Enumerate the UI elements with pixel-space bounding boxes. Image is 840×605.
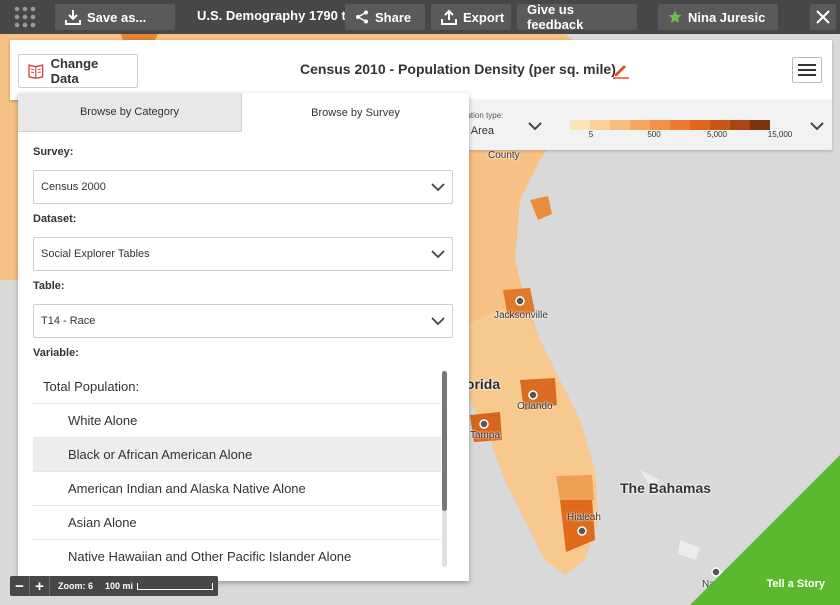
zoom-out-button[interactable]: − <box>10 576 30 596</box>
app-title: U.S. Demography 1790 to <box>197 8 354 23</box>
chevron-down-icon <box>431 183 445 192</box>
survey-label: Survey: <box>33 146 74 158</box>
variable-list: Total Population: White Alone Black or A… <box>33 370 453 570</box>
table-label: Table: <box>33 280 65 292</box>
apps-grid-icon[interactable] <box>14 6 36 33</box>
change-data-button[interactable]: Change Data <box>18 54 138 88</box>
legend-swatch <box>750 120 770 130</box>
chevron-down-icon <box>431 317 445 326</box>
menu-icon-line <box>798 64 816 66</box>
user-menu-button[interactable]: Nina Juresic <box>658 4 778 30</box>
chevron-down-icon <box>431 250 445 259</box>
dataset-select[interactable]: Social Explorer Tables <box>33 237 453 271</box>
download-icon <box>65 10 81 25</box>
scale-label: 100 mi <box>105 581 134 591</box>
feedback-button[interactable]: Give us feedback <box>517 2 637 32</box>
legend-swatch <box>570 120 590 130</box>
legend-bar: ualization type: ded Area 5 500 5,000 15… <box>440 100 832 150</box>
panel-tabs: Browse by Category Browse by Survey <box>18 93 469 133</box>
menu-icon-line <box>798 74 816 76</box>
tell-a-story-label: Tell a Story <box>766 578 825 590</box>
user-name: Nina Juresic <box>688 9 766 25</box>
legend-swatch <box>590 120 610 130</box>
map-label-jacksonville: Jacksonville <box>494 310 548 321</box>
save-as-button[interactable]: Save as... <box>55 4 175 30</box>
hamburger-menu-button[interactable] <box>792 57 822 83</box>
variable-label: Variable: <box>33 347 79 359</box>
dataset-label: Dataset: <box>33 213 77 225</box>
export-label: Export <box>463 9 505 25</box>
menu-icon-line <box>798 69 816 71</box>
save-as-label: Save as... <box>87 9 147 25</box>
zoom-controls: − + Zoom: 6 100 mi <box>10 576 219 596</box>
chevron-down-icon[interactable] <box>528 118 542 136</box>
map-label-hialeah: Hialeah <box>567 512 601 523</box>
tab-browse-by-category[interactable]: Browse by Category <box>18 93 242 132</box>
variable-item[interactable]: American Indian and Alaska Native Alone <box>33 472 441 506</box>
upload-icon <box>441 9 457 25</box>
legend-swatch <box>710 120 730 130</box>
tab-browse-by-survey[interactable]: Browse by Survey <box>242 93 469 132</box>
story-corner-shape <box>690 455 840 605</box>
legend-tick: 5,000 <box>706 130 728 139</box>
chevron-down-icon[interactable] <box>810 118 824 136</box>
map-label-nassau: Na <box>702 579 715 590</box>
export-button[interactable]: Export <box>431 4 511 30</box>
map-label-county: County <box>488 150 520 161</box>
map-header: Change Data Census 2010 - Population Den… <box>10 40 832 100</box>
variable-list-scrollbar[interactable] <box>442 371 447 567</box>
feedback-label: Give us feedback <box>527 2 584 32</box>
close-icon <box>816 10 830 24</box>
legend-swatch <box>650 120 670 130</box>
legend-color-scale <box>570 120 770 130</box>
map-label-florida: lorida <box>462 376 501 392</box>
map-label-tampa: Tampa <box>470 430 501 441</box>
zoom-in-button[interactable]: + <box>30 576 50 596</box>
variable-item[interactable]: Native Hawaiian and Other Pacific Island… <box>33 540 441 570</box>
edit-title-icon[interactable] <box>612 61 630 84</box>
close-button[interactable] <box>810 4 836 30</box>
scrollbar-thumb[interactable] <box>442 371 447 511</box>
share-label: Share <box>375 9 412 25</box>
share-icon <box>356 10 368 24</box>
scale-bar <box>137 582 214 590</box>
map-label-bahamas: The Bahamas <box>620 480 712 496</box>
table-select[interactable]: T14 - Race <box>33 304 453 338</box>
table-value: T14 - Race <box>41 315 96 327</box>
star-icon <box>668 10 682 23</box>
legend-swatch <box>690 120 710 130</box>
dataset-value: Social Explorer Tables <box>41 248 150 260</box>
map-scale: 100 mi <box>105 581 218 591</box>
legend-swatch <box>610 120 630 130</box>
zoom-level: Zoom: 6 <box>58 581 93 591</box>
share-button[interactable]: Share <box>345 4 425 30</box>
book-icon <box>28 64 44 79</box>
legend-tick: 15,000 <box>767 130 793 139</box>
map-label-orlando: Orlando <box>517 401 553 412</box>
top-toolbar: Save as... U.S. Demography 1790 to Share… <box>0 0 840 34</box>
variable-item[interactable]: Asian Alone <box>33 506 441 540</box>
variable-item-selected[interactable]: Black or African American Alone <box>33 438 441 472</box>
change-data-label: Change Data <box>50 56 99 86</box>
variable-item[interactable]: White Alone <box>33 404 441 438</box>
change-data-panel: Browse by Category Browse by Survey Surv… <box>18 93 469 581</box>
survey-value: Census 2000 <box>41 181 106 193</box>
map-title[interactable]: Census 2010 - Population Density (per sq… <box>300 61 616 77</box>
legend-tick: 500 <box>647 130 661 139</box>
legend-swatch <box>730 120 750 130</box>
survey-select[interactable]: Census 2000 <box>33 170 453 204</box>
variable-group-header[interactable]: Total Population: <box>33 370 441 404</box>
legend-swatch <box>670 120 690 130</box>
legend-tick: 5 <box>588 130 594 139</box>
tell-a-story-button[interactable]: Tell a Story <box>690 455 840 605</box>
legend-swatch <box>630 120 650 130</box>
visualization-type-label: ualization type: <box>450 111 504 120</box>
